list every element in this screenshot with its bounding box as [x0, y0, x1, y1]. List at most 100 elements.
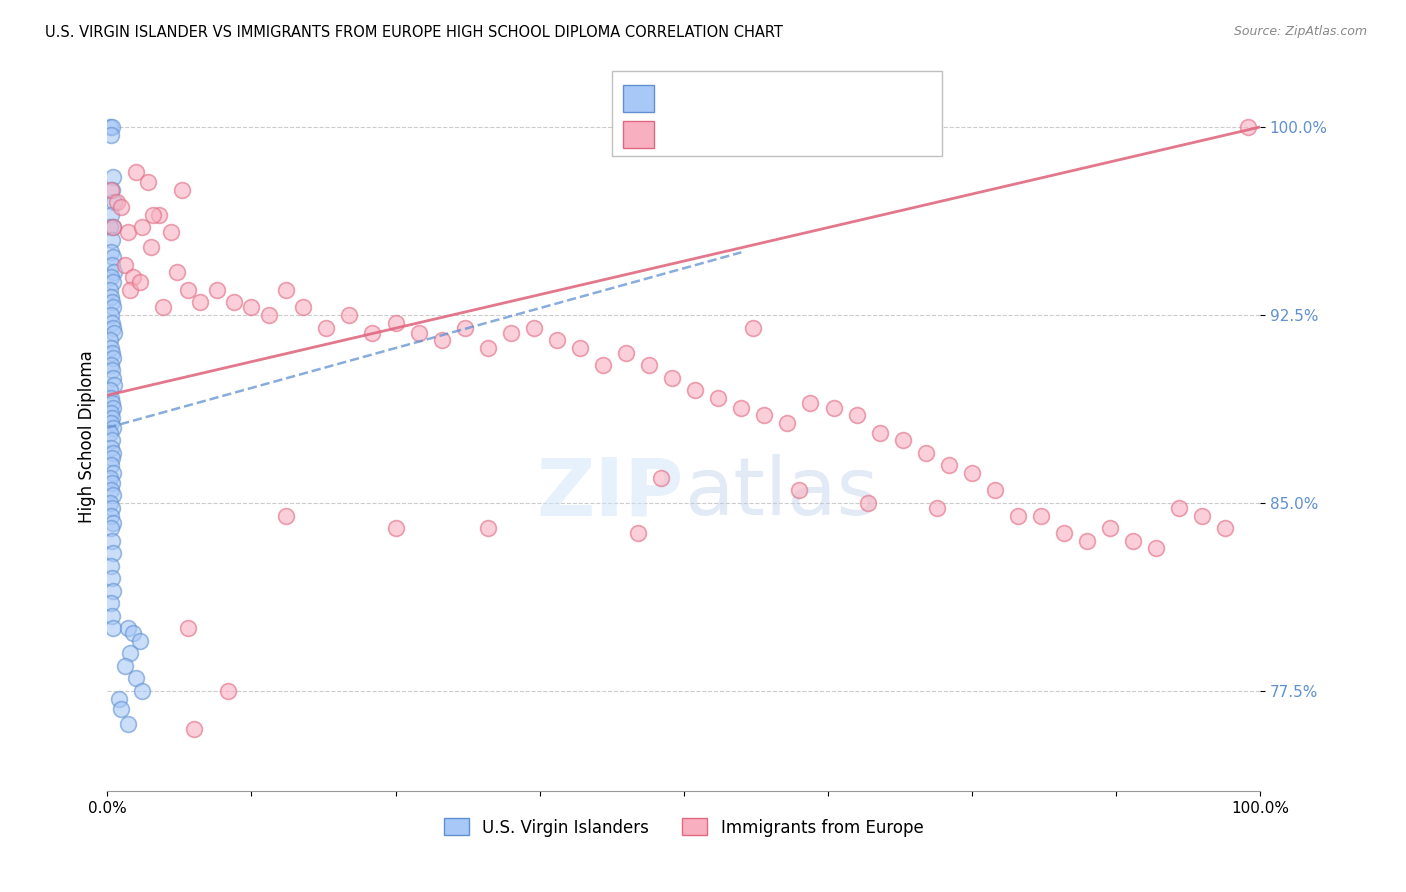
Point — [101, 276, 124, 290]
Point — [292, 301, 315, 315]
Point — [101, 488, 124, 502]
Point — [546, 333, 568, 347]
Y-axis label: High School Diploma: High School Diploma — [79, 351, 96, 523]
Point — [592, 358, 614, 372]
Point — [1099, 521, 1122, 535]
Point — [856, 496, 879, 510]
Point — [101, 316, 124, 330]
Point — [101, 295, 124, 310]
Point — [172, 183, 194, 197]
Point — [131, 220, 153, 235]
Text: U.S. VIRGIN ISLANDER VS IMMIGRANTS FROM EUROPE HIGH SCHOOL DIPLOMA CORRELATION C: U.S. VIRGIN ISLANDER VS IMMIGRANTS FROM … — [45, 25, 783, 40]
Point — [101, 401, 124, 415]
Point — [103, 326, 125, 340]
Point — [114, 258, 136, 272]
Point — [240, 301, 263, 315]
Point — [339, 308, 361, 322]
Point — [741, 320, 763, 334]
Point — [101, 450, 124, 465]
Point — [100, 290, 122, 304]
Point — [101, 251, 124, 265]
Point — [938, 458, 960, 473]
Point — [101, 120, 124, 134]
Point — [927, 501, 949, 516]
Point — [650, 471, 672, 485]
Point — [128, 633, 150, 648]
Point — [1144, 541, 1167, 555]
Point — [315, 320, 337, 334]
Point — [638, 358, 661, 372]
Point — [101, 571, 124, 585]
Point — [120, 283, 142, 297]
Point — [101, 370, 124, 384]
Point — [108, 691, 131, 706]
Point — [477, 521, 499, 535]
Point — [125, 672, 148, 686]
Point — [1237, 120, 1260, 134]
Point — [869, 425, 891, 440]
Point — [101, 396, 124, 410]
Point — [430, 333, 453, 347]
Point — [159, 225, 181, 239]
Point — [98, 496, 121, 510]
Point — [100, 358, 122, 372]
Point — [523, 320, 546, 334]
Point — [101, 608, 124, 623]
Point — [100, 558, 122, 573]
Point — [121, 270, 143, 285]
Point — [101, 345, 124, 359]
Point — [224, 295, 246, 310]
Point — [101, 583, 124, 598]
Point — [100, 508, 122, 523]
Point — [98, 120, 121, 134]
Point — [177, 621, 200, 635]
Point — [166, 265, 188, 279]
Point — [183, 722, 205, 736]
Point — [100, 458, 122, 473]
Point — [101, 320, 124, 334]
Point — [1215, 521, 1237, 535]
Text: ZIP: ZIP — [537, 454, 683, 533]
Point — [1029, 508, 1052, 523]
Point — [101, 220, 124, 235]
Point — [103, 378, 125, 392]
Point — [188, 295, 211, 310]
Point — [661, 370, 683, 384]
Point — [100, 521, 122, 535]
Point — [101, 434, 124, 448]
Point — [117, 621, 139, 635]
Legend: U.S. Virgin Islanders, Immigrants from Europe: U.S. Virgin Islanders, Immigrants from E… — [437, 812, 931, 843]
Point — [98, 333, 121, 347]
Point — [101, 501, 124, 516]
Text: N = 74: N = 74 — [815, 89, 883, 107]
Point — [823, 401, 845, 415]
Point — [110, 701, 132, 715]
Point — [177, 283, 200, 297]
Point — [128, 276, 150, 290]
Point — [114, 659, 136, 673]
Point — [101, 170, 124, 185]
Point — [100, 245, 122, 260]
Point — [142, 208, 165, 222]
Point — [960, 466, 983, 480]
Point — [120, 647, 142, 661]
Point — [799, 396, 821, 410]
Point — [101, 351, 124, 365]
Point — [100, 406, 122, 420]
Point — [101, 183, 124, 197]
Point — [384, 521, 406, 535]
Point — [454, 320, 477, 334]
Point — [101, 546, 124, 560]
Point — [1168, 501, 1191, 516]
Point — [101, 301, 124, 315]
Point — [683, 383, 706, 397]
Point — [101, 421, 124, 435]
Point — [1122, 533, 1144, 548]
Point — [1053, 526, 1076, 541]
Point — [477, 341, 499, 355]
Point — [105, 195, 128, 210]
Point — [101, 466, 124, 480]
Point — [205, 283, 228, 297]
Point — [787, 483, 810, 498]
Point — [141, 240, 163, 254]
